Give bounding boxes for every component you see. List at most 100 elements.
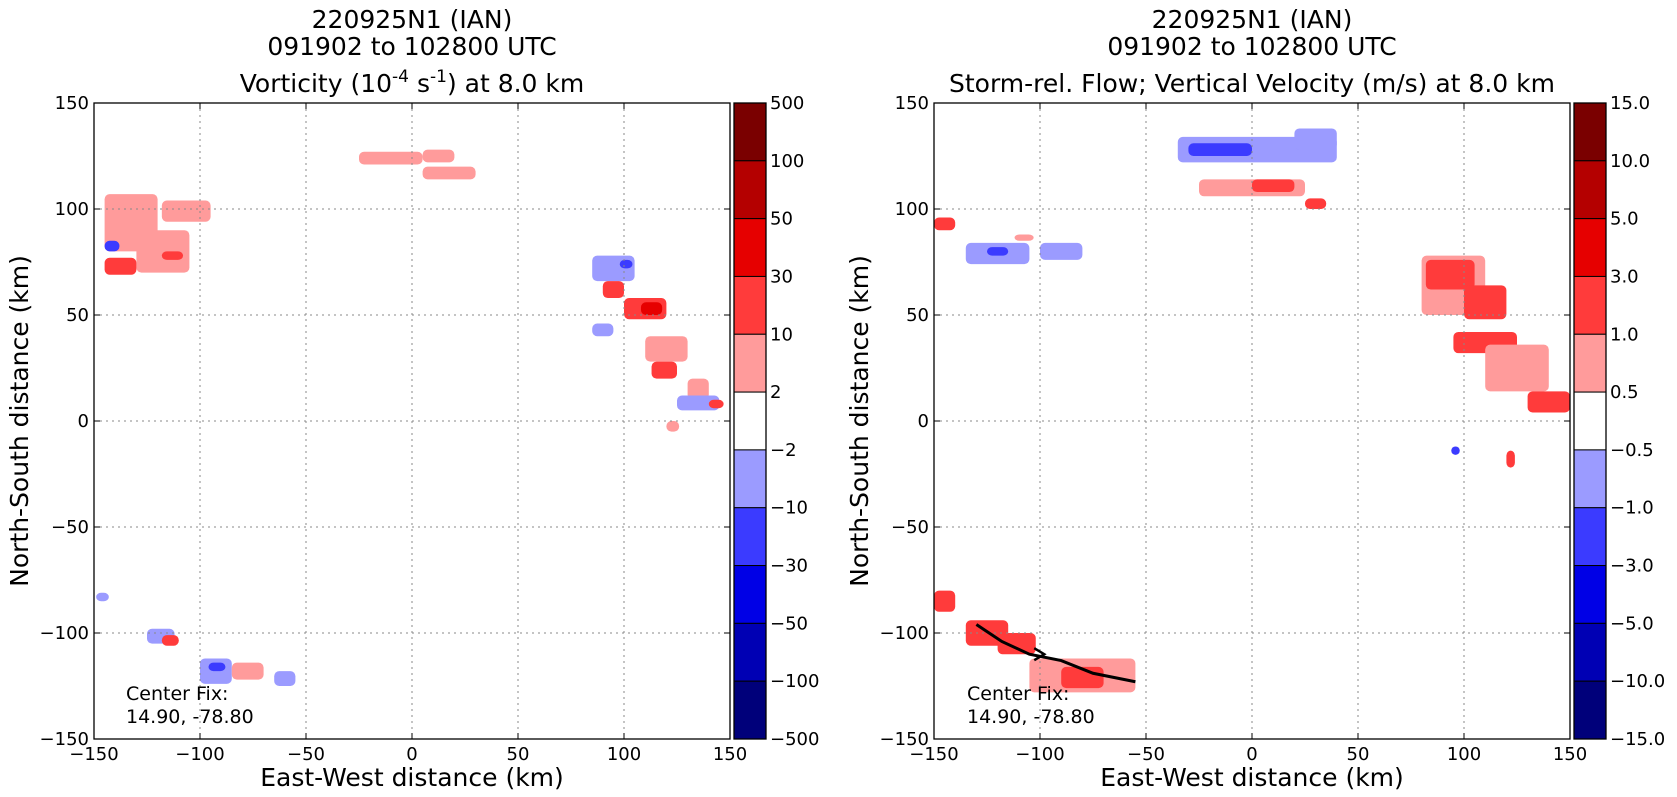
velocity-title-line-3: Storm-rel. Flow; Vertical Velocity (m/s)… xyxy=(949,69,1555,98)
colorbar-segment xyxy=(733,622,767,682)
velocity-contour-regions xyxy=(934,128,1570,693)
contour-region-13 xyxy=(1464,285,1507,320)
velocity-tick-labels: −150 −100 −50 0 50 100 150 −150 −100 −50 0 50 100 150 xyxy=(880,93,1588,765)
contour-region-6 xyxy=(104,240,120,252)
x-tick-label: 150 xyxy=(1553,744,1587,765)
vorticity-colorbar: 500 100 50 30 10 2 −2 −10 −30 −50 −100 −500 xyxy=(733,93,819,750)
y-tick-label: 100 xyxy=(895,199,929,220)
colorbar-frame xyxy=(733,102,767,740)
contour-region-12 xyxy=(1425,259,1475,290)
colorbar-segment xyxy=(733,507,767,567)
vorticity-contour-regions xyxy=(96,149,724,686)
colorbar-segment xyxy=(733,160,767,220)
x-tick-label: 0 xyxy=(406,744,417,765)
colorbar-label: 0.5 xyxy=(1610,382,1639,403)
contour-region-15 xyxy=(1485,344,1549,392)
contour-region-20 xyxy=(666,421,680,432)
contour-region-5 xyxy=(104,257,137,275)
contour-region-21 xyxy=(997,633,1036,655)
contour-region-8 xyxy=(987,247,1009,256)
vorticity-tick-labels: −150 −100 −50 0 50 100 150 −150 −100 −50 0 50 100 150 xyxy=(40,93,748,765)
colorbar-segment xyxy=(733,102,767,162)
y-tick-label: −100 xyxy=(880,623,929,644)
y-tick-label: −50 xyxy=(891,517,929,538)
x-tick-label: 50 xyxy=(507,744,530,765)
colorbar-label: −10 xyxy=(770,498,808,519)
contour-region-15 xyxy=(645,336,688,362)
vorticity-title-line-2: 091902 to 102800 UTC xyxy=(267,32,556,61)
colorbar-label: −3.0 xyxy=(1610,556,1654,577)
vorticity-x-axis-label: East-West distance (km) xyxy=(260,763,564,792)
colorbar-label: 5.0 xyxy=(1610,209,1639,230)
colorbar-label: −100 xyxy=(770,671,819,692)
contour-region-6 xyxy=(934,217,956,231)
colorbar-segment xyxy=(733,333,767,393)
colorbar-label: 3.0 xyxy=(1610,266,1639,287)
colorbar-segment xyxy=(1573,622,1607,682)
contour-region-9 xyxy=(592,255,635,282)
velocity-x-axis-label: East-West distance (km) xyxy=(1100,763,1404,792)
colorbar-segment xyxy=(733,218,767,277)
velocity-title-line-2: 091902 to 102800 UTC xyxy=(1107,32,1396,61)
colorbar-label: 30 xyxy=(770,266,793,287)
contour-region-19 xyxy=(708,399,724,409)
x-tick-label: −50 xyxy=(287,744,325,765)
contour-region-18 xyxy=(1451,446,1460,455)
x-tick-label: 0 xyxy=(1246,744,1257,765)
contour-region-11 xyxy=(602,281,624,299)
contour-region-1 xyxy=(359,151,423,165)
colorbar-label: −5.0 xyxy=(1610,613,1654,634)
colorbar-label: 1.0 xyxy=(1610,324,1639,345)
contour-region-17 xyxy=(1506,450,1515,468)
contour-region-19 xyxy=(934,590,956,612)
contour-region-4 xyxy=(136,230,190,273)
y-tick-label: 100 xyxy=(55,199,89,220)
colorbar-label: −10.0 xyxy=(1610,671,1665,692)
colorbar-segment xyxy=(1573,275,1607,335)
contour-region-17 xyxy=(687,378,709,400)
contour-region-10 xyxy=(1014,234,1034,241)
vorticity-center-fix-value: 14.90, -78.80 xyxy=(126,706,254,728)
vertical-velocity-panel: 220925N1 (IAN) 091902 to 102800 UTC Stor… xyxy=(845,5,1665,792)
velocity-center-fix-value: 14.90, -78.80 xyxy=(967,706,1095,728)
colorbar-label: −15.0 xyxy=(1610,729,1665,750)
vorticity-title-line-1: 220925N1 (IAN) xyxy=(312,5,513,34)
vorticity-title-line-3: Vorticity (10-4 s-1) at 8.0 km xyxy=(240,67,585,98)
colorbar-label: 100 xyxy=(770,151,804,172)
y-tick-label: 50 xyxy=(906,305,929,326)
vorticity-grid xyxy=(94,103,730,739)
x-tick-label: −100 xyxy=(175,744,224,765)
colorbar-segment xyxy=(733,275,767,335)
x-tick-label: −50 xyxy=(1127,744,1165,765)
contour-region-4 xyxy=(1252,179,1295,193)
contour-region-2 xyxy=(1294,128,1337,150)
vorticity-center-fix-label: Center Fix: xyxy=(126,683,228,705)
colorbar-label: −30 xyxy=(770,556,808,577)
colorbar-label: 10 xyxy=(770,324,793,345)
velocity-y-axis-label: North-South distance (km) xyxy=(845,255,874,587)
colorbar-segment xyxy=(733,680,767,740)
x-tick-label: 150 xyxy=(713,744,747,765)
contour-region-1 xyxy=(1188,143,1252,156)
colorbar-label: −1.0 xyxy=(1610,498,1654,519)
vorticity-panel: 220925N1 (IAN) 091902 to 102800 UTC Vort… xyxy=(5,5,819,792)
colorbar-segment xyxy=(1573,507,1607,567)
contour-region-21 xyxy=(96,592,109,602)
contour-region-23 xyxy=(161,635,179,646)
x-tick-label: 100 xyxy=(1447,744,1481,765)
x-tick-label: −150 xyxy=(69,744,118,765)
y-tick-label: 50 xyxy=(66,305,89,326)
y-tick-label: −100 xyxy=(40,623,89,644)
colorbar-frame xyxy=(1573,102,1607,740)
colorbar-segment xyxy=(1573,565,1607,624)
y-tick-label: 150 xyxy=(895,93,929,114)
y-tick-label: 150 xyxy=(55,93,89,114)
colorbar-label: 15.0 xyxy=(1610,93,1650,114)
contour-region-14 xyxy=(592,323,614,337)
vorticity-y-axis-label: North-South distance (km) xyxy=(5,255,34,587)
colorbar-segment xyxy=(1573,218,1607,277)
colorbar-segment xyxy=(733,565,767,624)
y-tick-label: 0 xyxy=(78,411,89,432)
colorbar-label: −2 xyxy=(770,440,797,461)
